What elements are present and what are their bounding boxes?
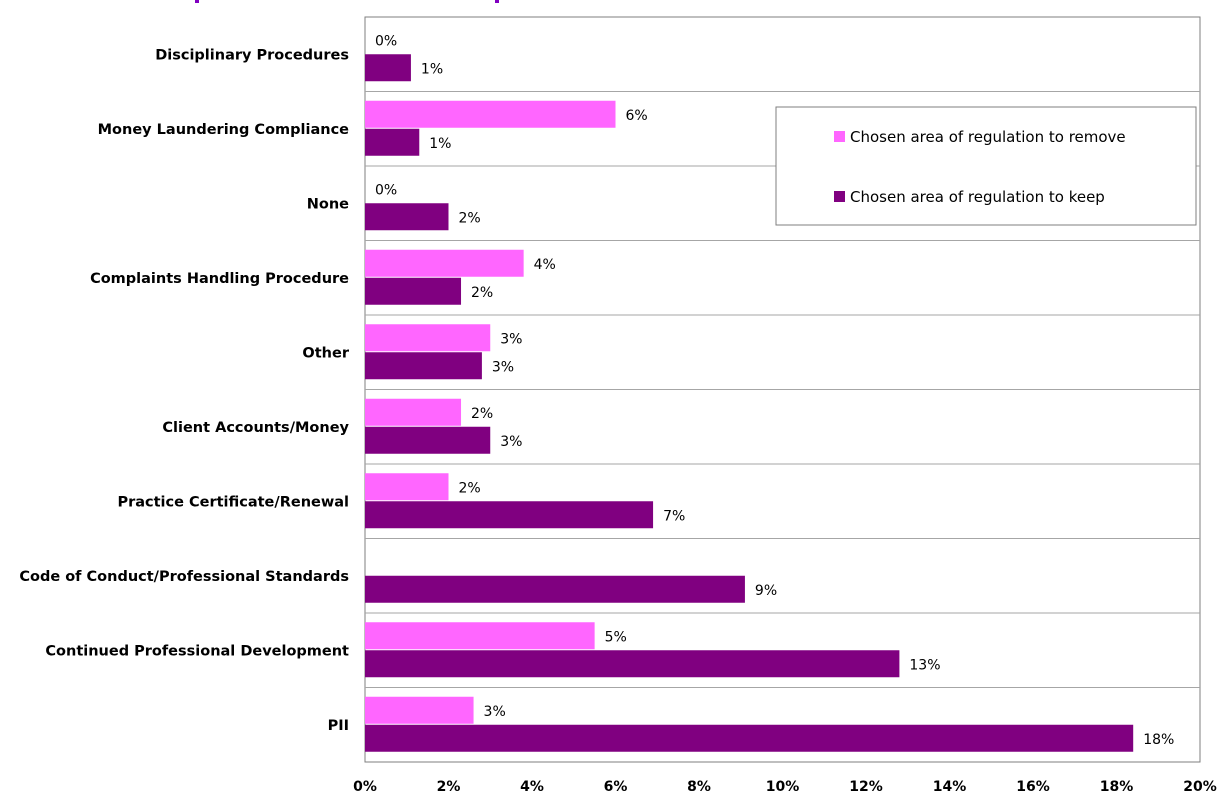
bar-remove	[365, 249, 524, 277]
value-label: 5%	[605, 629, 627, 645]
legend-label-keep: Chosen area of regulation to keep	[850, 188, 1105, 206]
category-label: None	[307, 196, 349, 212]
bar-remove	[365, 324, 491, 352]
value-label: 2%	[471, 285, 493, 301]
heading-fragment	[195, 0, 499, 3]
value-label: 2%	[471, 406, 493, 422]
bar-keep	[365, 352, 482, 380]
x-tick-label: 0%	[353, 779, 377, 795]
x-tick-label: 4%	[520, 779, 544, 795]
value-label: 0%	[375, 33, 397, 49]
x-tick-label: 6%	[604, 779, 628, 795]
category-label: PII	[328, 718, 349, 734]
value-label: 9%	[755, 583, 777, 599]
value-label: 1%	[421, 61, 443, 77]
x-tick-label: 16%	[1016, 779, 1050, 795]
x-axis: 0% 2% 4% 6% 8% 10% 12% 14% 16% 18% 20%	[353, 779, 1217, 795]
bar-keep	[365, 128, 420, 156]
bar-keep	[365, 650, 900, 678]
legend-swatch-remove	[834, 131, 845, 142]
bar-remove	[365, 696, 474, 724]
bar-keep	[365, 203, 449, 231]
heading-fragment-mark	[495, 0, 499, 3]
category-label: Continued Professional Development	[45, 643, 349, 659]
bar-keep	[365, 724, 1134, 752]
x-tick-label: 18%	[1100, 779, 1134, 795]
legend-swatch-keep	[834, 191, 845, 202]
value-label: 3%	[484, 704, 506, 720]
bar-remove	[365, 622, 595, 650]
x-tick-label: 20%	[1183, 779, 1217, 795]
value-label: 1%	[429, 136, 451, 152]
value-label: 18%	[1143, 732, 1174, 748]
value-label: 0%	[375, 182, 397, 198]
category-label: Practice Certificate/Renewal	[117, 494, 349, 510]
bar-keep	[365, 575, 745, 603]
x-tick-label: 10%	[766, 779, 800, 795]
bar-keep	[365, 277, 462, 305]
bars	[365, 54, 1134, 752]
bar-keep	[365, 54, 411, 82]
value-label: 3%	[500, 434, 522, 450]
bar-remove	[365, 398, 462, 426]
value-label: 6%	[626, 108, 648, 124]
bar-remove	[365, 473, 449, 501]
legend: Chosen area of regulation to remove Chos…	[775, 106, 1197, 226]
heading-fragment-mark	[195, 0, 199, 3]
category-label: Code of Conduct/Professional Standards	[19, 569, 349, 585]
category-label: Disciplinary Procedures	[155, 47, 349, 63]
x-tick-label: 14%	[933, 779, 967, 795]
value-label: 7%	[663, 508, 685, 524]
bar-keep	[365, 426, 491, 454]
x-tick-label: 12%	[849, 779, 883, 795]
value-label: 4%	[534, 257, 556, 273]
bar-remove	[365, 100, 616, 128]
bar-keep	[365, 501, 654, 529]
x-tick-label: 8%	[687, 779, 711, 795]
legend-box	[775, 106, 1197, 226]
category-labels: Disciplinary Procedures Money Laundering …	[19, 47, 349, 734]
category-label: Complaints Handling Procedure	[90, 271, 349, 287]
value-label: 2%	[459, 480, 481, 496]
category-label: Other	[302, 345, 349, 361]
value-label: 3%	[500, 331, 522, 347]
value-label: 3%	[492, 359, 514, 375]
value-label: 2%	[459, 210, 481, 226]
category-label: Money Laundering Compliance	[98, 122, 350, 138]
value-labels: 0% 6% 0% 4% 3% 2% 2% 5% 3% 1% 1% 2% 2% 3% 3% 7% 9% 13% 18%	[375, 33, 1174, 748]
category-label: Client Accounts/Money	[162, 420, 349, 436]
legend-label-remove: Chosen area of regulation to remove	[850, 128, 1126, 146]
x-tick-label: 2%	[437, 779, 461, 795]
value-label: 13%	[909, 657, 940, 673]
